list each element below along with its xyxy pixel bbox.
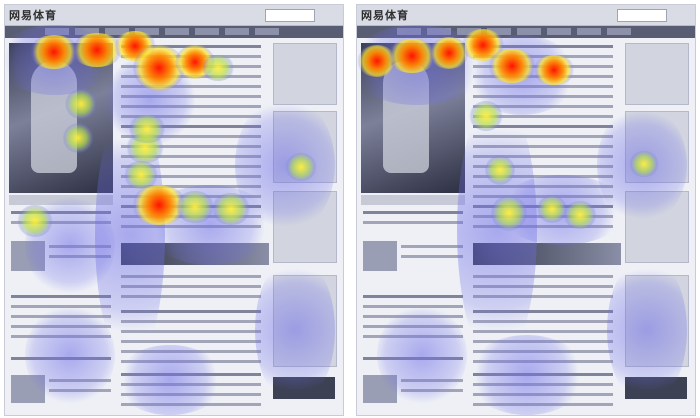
ad-banner: [121, 243, 269, 265]
ad-banner: [473, 243, 621, 265]
headline-photo: [9, 43, 113, 193]
sidebar-box: [273, 191, 337, 263]
photo-caption: [9, 195, 113, 205]
page-header: 网易体育: [5, 5, 343, 26]
ad-banner: [625, 377, 687, 399]
heatmap-panel-right: 网易体育: [356, 4, 696, 416]
nav-bar: [357, 26, 695, 38]
sidebar-box: [273, 43, 337, 105]
thumbnail: [363, 241, 397, 271]
sidebar-box: [625, 43, 689, 105]
ad-banner: [273, 377, 335, 399]
thumbnail: [363, 375, 397, 403]
search-input: [617, 9, 667, 22]
page-header: 网易体育: [357, 5, 695, 26]
sidebar-box: [625, 191, 689, 263]
search-input: [265, 9, 315, 22]
thumbnail: [11, 241, 45, 271]
nav-bar: [5, 26, 343, 38]
photo-caption: [361, 195, 465, 205]
site-logo: 网易体育: [361, 9, 409, 22]
thumbnail: [11, 375, 45, 403]
sidebar-box: [273, 111, 337, 183]
headline-photo: [361, 43, 465, 193]
sidebar-box: [625, 275, 689, 367]
site-logo: 网易体育: [9, 9, 57, 22]
sidebar-box: [625, 111, 689, 183]
heatmap-panel-left: 网易体育: [4, 4, 344, 416]
sidebar-box: [273, 275, 337, 367]
